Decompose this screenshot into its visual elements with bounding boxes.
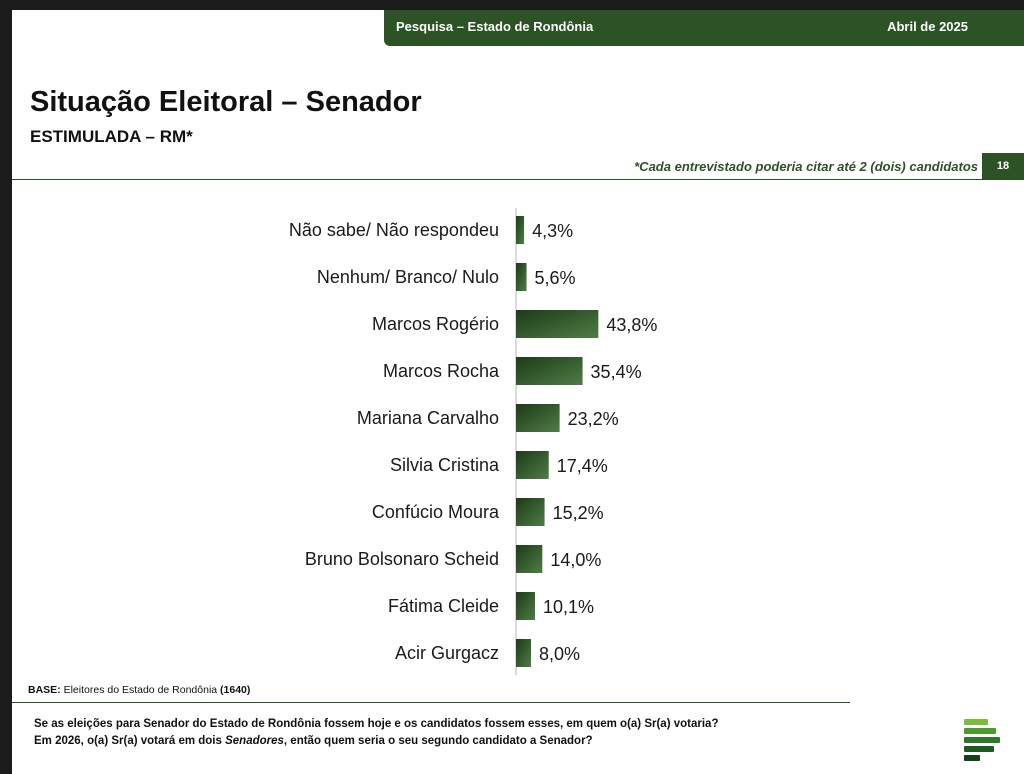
question-line-2-emphasis: Senadores: [225, 735, 284, 747]
category-label: Confúcio Moura: [372, 502, 500, 522]
bar: [516, 404, 560, 432]
survey-date: Abril de 2025: [887, 19, 968, 34]
base-count: (1640): [220, 684, 251, 696]
survey-name: Pesquisa – Estado de Rondônia: [396, 19, 594, 34]
value-label: 17,4%: [557, 456, 608, 476]
question-line-1: Se as eleições para Senador do Estado de…: [34, 718, 719, 730]
page-subtitle: ESTIMULADA – RM*: [30, 127, 193, 146]
category-label: Mariana Carvalho: [357, 408, 499, 428]
bar-chart: Não sabe/ Não respondeu 4,3% Nenhum/ Branc…: [289, 208, 657, 675]
bar: [516, 545, 543, 573]
category-label: Nenhum/ Branco/ Nulo: [317, 267, 499, 287]
bar: [516, 216, 525, 244]
sample-base: BASE: Eleitores do Estado de Rondônia (1…: [28, 684, 250, 696]
value-label: 8,0%: [539, 644, 580, 664]
value-label: 23,2%: [568, 409, 619, 429]
slide: Pesquisa – Estado de Rondônia Abril de 2…: [12, 10, 1024, 774]
value-label: 43,8%: [606, 315, 657, 335]
question-line-2-start: Em 2026, o(a) Sr(a) votará em dois: [34, 735, 226, 747]
category-label: Não sabe/ Não respondeu: [289, 220, 499, 240]
category-label: Marcos Rogério: [372, 314, 499, 334]
value-label: 15,2%: [553, 503, 604, 523]
value-label: 35,4%: [591, 362, 642, 382]
value-label: 4,3%: [532, 221, 573, 241]
question-line-2-end: , então quem seria o seu segundo candida…: [283, 735, 593, 747]
stacked-bars-logo-icon: [964, 719, 1000, 761]
bar: [516, 451, 549, 479]
header-divider: [12, 179, 1024, 180]
category-label: Silvia Cristina: [390, 455, 500, 475]
base-text: Eleitores do Estado de Rondônia: [63, 684, 218, 696]
bar: [516, 639, 532, 667]
category-label: Bruno Bolsonaro Scheid: [305, 549, 499, 569]
category-label: Fátima Cleide: [388, 596, 499, 616]
value-label: 5,6%: [535, 268, 576, 288]
footer-divider: [12, 702, 850, 703]
category-label: Acir Gurgacz: [395, 643, 499, 663]
bar: [516, 592, 535, 620]
bar: [516, 498, 545, 526]
bar: [516, 310, 599, 338]
question-line-2: Em 2026, o(a) Sr(a) votará em dois Senad…: [34, 733, 934, 750]
value-label: 10,1%: [543, 597, 594, 617]
header-bar: Pesquisa – Estado de Rondônia Abril de 2…: [384, 10, 1024, 46]
bar: [516, 357, 583, 385]
page-title: Situação Eleitoral – Senador: [30, 86, 422, 118]
survey-question: Se as eleições para Senador do Estado de…: [34, 716, 934, 750]
multiple-choice-note: *Cada entrevistado poderia citar até 2 (…: [634, 159, 978, 174]
page-number-badge: 18: [982, 153, 1024, 179]
value-label: 14,0%: [550, 550, 601, 570]
category-label: Marcos Rocha: [383, 361, 500, 381]
base-label: BASE:: [28, 684, 61, 696]
bar: [516, 263, 527, 291]
